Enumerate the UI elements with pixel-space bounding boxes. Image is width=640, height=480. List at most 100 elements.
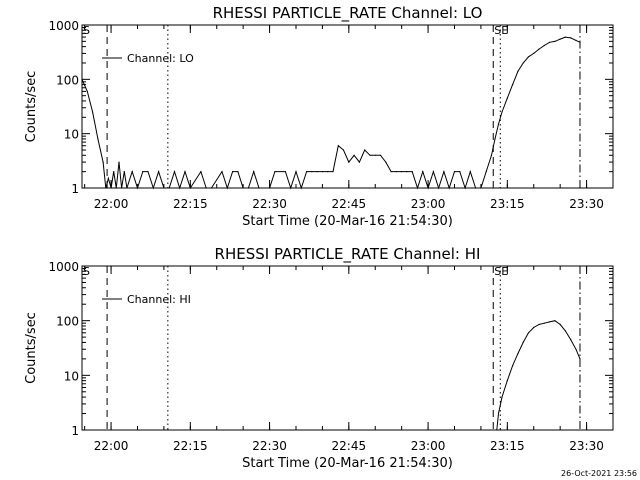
data-point: [496, 429, 498, 431]
x-tick-label: 23:30: [569, 197, 604, 211]
y-tick-label: 10: [64, 128, 79, 142]
x-tick-label: 23:00: [411, 197, 446, 211]
data-point: [221, 171, 223, 173]
data-point: [506, 380, 508, 382]
legend-entry: Channel: HI: [127, 293, 191, 306]
data-point: [123, 171, 125, 173]
data-point: [284, 171, 286, 173]
y-axis-label: Counts/sec: [24, 71, 39, 143]
data-point: [237, 171, 239, 173]
data-point: [453, 171, 456, 173]
data-point: [579, 358, 581, 360]
data-point: [152, 187, 154, 189]
data-point: [110, 187, 112, 189]
plot-frame: [81, 265, 614, 431]
data-point: [494, 138, 496, 140]
data-point: [559, 323, 561, 326]
x-axis-label: Start Time (20-Mar-16 21:54:30): [242, 456, 453, 471]
data-point: [390, 171, 392, 173]
y-tick-label: 1000: [48, 260, 79, 274]
data-point: [158, 171, 160, 173]
data-point: [506, 97, 508, 99]
data-point: [469, 171, 471, 173]
data-point: [522, 62, 524, 64]
data-point: [485, 171, 487, 173]
data-point: [269, 187, 271, 189]
x-tick-label: 23:30: [569, 439, 604, 453]
data-point: [385, 161, 387, 163]
data-point: [497, 123, 500, 125]
data-point: [443, 171, 445, 173]
data-point: [102, 161, 104, 163]
data-point: [432, 171, 434, 173]
marker-label: S: [83, 24, 90, 37]
data-point: [575, 348, 577, 350]
data-point: [364, 149, 366, 151]
data-point: [511, 84, 514, 86]
data-point: [353, 154, 355, 156]
data-point: [459, 171, 461, 173]
data-point: [168, 187, 170, 189]
data-point: [427, 187, 429, 189]
y-tick-label: 1: [71, 424, 79, 438]
data-point: [115, 187, 117, 189]
data-point: [554, 40, 556, 43]
data-point: [258, 187, 260, 189]
data-point: [538, 48, 540, 50]
data-point: [348, 161, 350, 163]
data-point: [232, 171, 234, 173]
data-point: [321, 171, 323, 173]
data-point: [533, 326, 535, 329]
data-point: [554, 320, 556, 322]
data-point: [533, 52, 535, 55]
data-point: [210, 187, 212, 189]
x-tick-label: 22:30: [252, 197, 287, 211]
data-point: [247, 187, 249, 189]
data-point: [374, 154, 376, 156]
data-point: [226, 187, 228, 189]
marker-label: SE: [494, 265, 508, 278]
data-point: [200, 171, 202, 173]
data-point: [253, 171, 255, 173]
data-point: [327, 171, 329, 173]
data-point: [416, 187, 419, 189]
chart-title: RHESSI PARTICLE_RATE Channel: HI: [215, 245, 481, 264]
data-point: [527, 332, 530, 334]
data-point: [342, 149, 345, 151]
data-point: [564, 330, 567, 332]
data-point: [501, 111, 503, 113]
data-point: [81, 78, 83, 80]
data-point: [136, 187, 139, 189]
data-point: [121, 187, 123, 189]
data-point: [274, 171, 276, 173]
data-point: [517, 70, 519, 72]
y-tick-label: 10: [64, 369, 79, 383]
x-tick-label: 22:15: [173, 439, 208, 453]
data-point: [575, 39, 577, 42]
data-point: [379, 154, 382, 156]
data-point: [564, 36, 567, 38]
chart-panel-1: 1 10 100 1000 22:00 22:15 22:30 22:45 23:00 23:15…: [24, 4, 614, 229]
marker-label: SE: [494, 24, 508, 37]
data-point: [464, 187, 466, 189]
data-point: [497, 412, 500, 415]
x-tick-label: 23:15: [490, 439, 525, 453]
data-point: [411, 171, 413, 173]
data-point: [332, 171, 334, 173]
x-tick-label: 22:30: [252, 439, 287, 453]
data-point: [522, 341, 524, 343]
data-point: [549, 321, 551, 323]
data-point: [559, 38, 561, 40]
data-point: [189, 187, 191, 189]
data-point: [369, 154, 371, 156]
data-point: [406, 171, 408, 173]
data-point: [316, 171, 318, 173]
x-tick-label: 23:00: [411, 439, 446, 453]
y-tick-label: 100: [56, 315, 79, 329]
data-point: [300, 187, 302, 189]
data-point: [242, 187, 244, 189]
data-point: [358, 161, 360, 163]
data-point: [290, 187, 292, 189]
data-point: [337, 145, 339, 147]
